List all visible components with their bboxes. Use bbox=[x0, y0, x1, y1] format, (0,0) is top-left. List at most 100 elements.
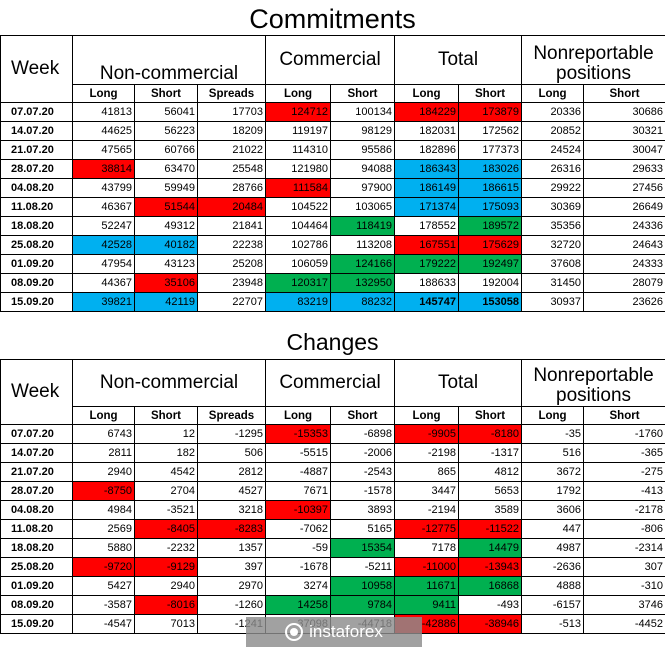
cell-nc-spreads: 20484 bbox=[197, 197, 266, 217]
cell-n-short: 26649 bbox=[583, 197, 665, 217]
cell-t-long: 188633 bbox=[394, 273, 460, 293]
week-date: 14.07.20 bbox=[0, 121, 73, 141]
cell-t-short: 192497 bbox=[458, 254, 523, 274]
cell-t-long: 7178 bbox=[394, 538, 460, 558]
cell-n-short: -4452 bbox=[583, 614, 665, 634]
cell-nc-short: 42119 bbox=[134, 292, 198, 312]
week-date: 01.09.20 bbox=[0, 576, 73, 596]
cell-c-short: -2006 bbox=[329, 443, 396, 463]
cell-nc-short: 7013 bbox=[134, 614, 198, 634]
changes-table: Week Non-commercial Commercial Total Non… bbox=[0, 359, 665, 634]
cell-n-short: 27456 bbox=[583, 178, 665, 198]
cell-n-short: 28079 bbox=[583, 273, 665, 293]
cell-n-short: 30321 bbox=[583, 121, 665, 141]
cell-t-short: 172562 bbox=[458, 121, 523, 141]
cell-nc-long: 2811 bbox=[72, 443, 135, 463]
cell-t-long: 182896 bbox=[394, 140, 460, 160]
cell-c-long: 121980 bbox=[265, 159, 331, 179]
week-date: 28.07.20 bbox=[0, 481, 73, 501]
cell-nc-long: 2940 bbox=[72, 462, 135, 482]
week-date: 11.08.20 bbox=[0, 519, 73, 539]
cell-c-long: 3274 bbox=[265, 576, 331, 596]
cell-nc-spreads: 17703 bbox=[197, 102, 266, 122]
table-row: 08.09.20 44367 35106 23948 120317 132950 18863… bbox=[0, 273, 665, 293]
cell-nc-spreads: -1295 bbox=[197, 424, 266, 444]
cell-n-long: 20852 bbox=[521, 121, 585, 141]
cell-c-long: 106059 bbox=[265, 254, 331, 274]
cell-n-long: 1792 bbox=[521, 481, 585, 501]
cell-nc-long: 44367 bbox=[72, 273, 135, 293]
cell-nc-spreads: 22707 bbox=[197, 292, 266, 312]
week-date: 15.09.20 bbox=[0, 614, 73, 634]
table-row: 01.09.20 47954 43123 25208 106059 124166 17922… bbox=[0, 254, 665, 274]
noncommercial-header: Non-commercial bbox=[72, 359, 266, 407]
long-subheader: Long bbox=[394, 84, 460, 103]
cell-nc-spreads: -1260 bbox=[197, 595, 266, 615]
cell-n-long: 35356 bbox=[521, 216, 585, 236]
cell-n-long: -35 bbox=[521, 424, 585, 444]
table-row: 11.08.20 2569 -8405 -8283 -7062 5165 -12775 -11… bbox=[0, 519, 665, 539]
short-subheader: Short bbox=[583, 406, 665, 425]
week-date: 04.08.20 bbox=[0, 178, 73, 198]
commitments-table: Week Non-commercial Commercial Total Non… bbox=[0, 35, 665, 312]
cell-c-long: 119197 bbox=[265, 121, 331, 141]
cell-n-short: -806 bbox=[583, 519, 665, 539]
cell-nc-long: 47954 bbox=[72, 254, 135, 274]
cell-nc-short: 56223 bbox=[134, 121, 198, 141]
cell-nc-long: 4984 bbox=[72, 500, 135, 520]
cell-nc-spreads: 25208 bbox=[197, 254, 266, 274]
cell-c-long: 83219 bbox=[265, 292, 331, 312]
cell-c-short: -6898 bbox=[329, 424, 396, 444]
cell-t-long: 186343 bbox=[394, 159, 460, 179]
cell-nc-short: 2704 bbox=[134, 481, 198, 501]
week-date: 07.07.20 bbox=[0, 102, 73, 122]
spreads-subheader: Spreads bbox=[197, 406, 266, 425]
table-row: 18.08.20 5880 -2232 1357 -59 15354 7178 14479 49… bbox=[0, 538, 665, 558]
cell-nc-short: 182 bbox=[134, 443, 198, 463]
cell-n-short: -2178 bbox=[583, 500, 665, 520]
table-row: 07.07.20 41813 56041 17703 124712 100134 18422… bbox=[0, 102, 665, 122]
commercial-header: Commercial bbox=[264, 35, 396, 85]
cell-nc-short: 51544 bbox=[134, 197, 198, 217]
cell-t-short: 183026 bbox=[458, 159, 523, 179]
cell-t-long: 9411 bbox=[394, 595, 460, 615]
week-date: 28.07.20 bbox=[0, 159, 73, 179]
long-subheader: Long bbox=[265, 84, 331, 103]
cell-c-short: 88232 bbox=[329, 292, 396, 312]
week-date: 14.07.20 bbox=[0, 443, 73, 463]
cell-nc-long: -8750 bbox=[72, 481, 135, 501]
week-date: 04.08.20 bbox=[0, 500, 73, 520]
cell-nc-spreads: -8283 bbox=[197, 519, 266, 539]
cell-nc-long: 43799 bbox=[72, 178, 135, 198]
cell-n-long: 4888 bbox=[521, 576, 585, 596]
cell-n-short: 307 bbox=[583, 557, 665, 577]
long-subheader: Long bbox=[72, 406, 135, 425]
table-row: 28.07.20 -8750 2704 4527 7671 -1578 3447 5653 17… bbox=[0, 481, 665, 501]
cell-c-long: 120317 bbox=[265, 273, 331, 293]
cell-t-short: -13943 bbox=[458, 557, 523, 577]
table-row: 25.08.20 -9720 -9129 397 -1678 -5211 -11000 -13… bbox=[0, 557, 665, 577]
cell-c-short: 94088 bbox=[329, 159, 396, 179]
cell-c-long: 114310 bbox=[265, 140, 331, 160]
long-subheader: Long bbox=[521, 84, 585, 103]
cell-n-short: 3746 bbox=[583, 595, 665, 615]
cell-c-long: -10397 bbox=[265, 500, 331, 520]
cell-t-short: -1317 bbox=[458, 443, 523, 463]
cell-c-long: 102786 bbox=[265, 235, 331, 255]
cell-n-short: 29633 bbox=[583, 159, 665, 179]
week-date: 18.08.20 bbox=[0, 216, 73, 236]
cell-nc-short: -3521 bbox=[134, 500, 198, 520]
cell-n-short: 24336 bbox=[583, 216, 665, 236]
cell-c-long: -59 bbox=[265, 538, 331, 558]
cell-c-short: 98129 bbox=[329, 121, 396, 141]
cell-t-short: 4812 bbox=[458, 462, 523, 482]
cell-c-short: 124166 bbox=[329, 254, 396, 274]
cell-nc-short: -8405 bbox=[134, 519, 198, 539]
cell-nc-spreads: 18209 bbox=[197, 121, 266, 141]
week-date: 01.09.20 bbox=[0, 254, 73, 274]
cell-t-short: 175629 bbox=[458, 235, 523, 255]
cell-t-short: 16868 bbox=[458, 576, 523, 596]
cell-nc-short: -8016 bbox=[134, 595, 198, 615]
cell-n-long: -2636 bbox=[521, 557, 585, 577]
instaforex-logo-icon bbox=[285, 623, 304, 641]
